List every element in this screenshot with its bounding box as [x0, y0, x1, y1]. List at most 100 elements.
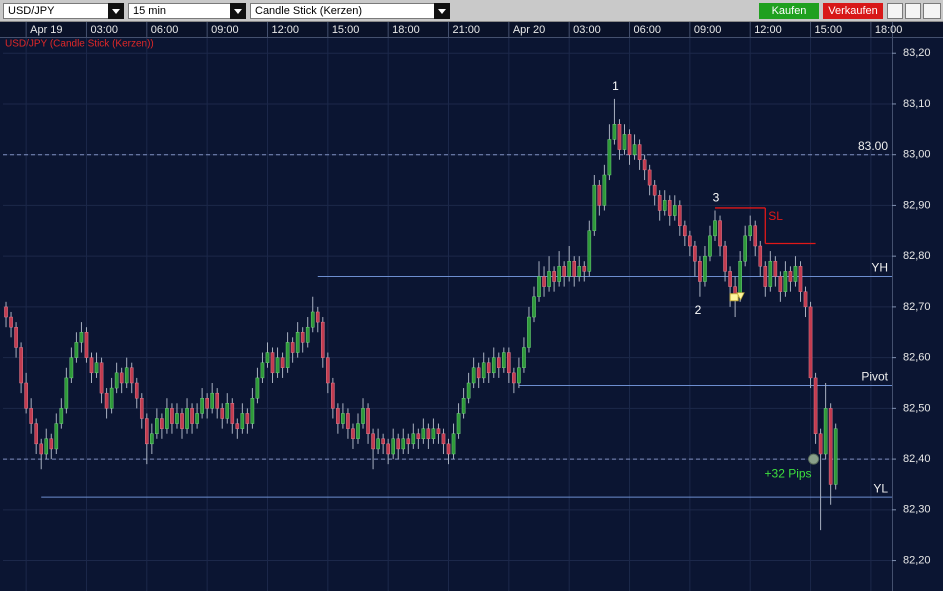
candle-body — [451, 433, 456, 455]
y-tick-label: 83,10 — [903, 98, 931, 110]
buy-button[interactable]: Kaufen — [759, 3, 819, 19]
candle-body — [155, 418, 159, 434]
candle-body — [49, 438, 54, 450]
candle-body — [170, 408, 174, 424]
draw-icon[interactable] — [905, 3, 921, 19]
candle-body — [421, 428, 426, 439]
candle-body — [688, 235, 692, 247]
candle-body — [698, 261, 702, 282]
candle-body — [9, 316, 13, 328]
candle-body — [160, 418, 164, 429]
candle-body — [34, 423, 38, 445]
dropdown-button[interactable] — [230, 3, 246, 19]
candle-body — [678, 205, 682, 226]
candle-body — [708, 235, 712, 257]
candle-body — [607, 139, 612, 176]
candle-body — [456, 413, 461, 434]
candle-body — [300, 332, 305, 343]
candle-body — [129, 367, 134, 384]
x-tick-label: 18:00 — [875, 24, 903, 36]
candle-body — [326, 357, 330, 384]
candle-body — [833, 428, 838, 485]
chart: USD/JPY (Candle Stick (Kerzen)) 82,20 82,… — [0, 22, 943, 591]
candle-body — [200, 398, 204, 414]
candle-body — [351, 428, 355, 439]
candle-body — [446, 443, 451, 455]
chart-type-select[interactable]: Candle Stick (Kerzen) — [250, 3, 435, 19]
candle-body — [366, 408, 370, 434]
level-label: Pivot — [861, 370, 888, 384]
candle-body — [235, 423, 240, 429]
candle-body — [652, 184, 657, 196]
candle-body — [124, 367, 129, 384]
candle-body — [718, 220, 722, 247]
candle-body — [552, 271, 556, 282]
candle-body — [828, 408, 833, 485]
candle-body — [617, 124, 622, 150]
candle-body — [59, 408, 64, 424]
candle-body — [74, 342, 79, 358]
candle-body — [39, 443, 44, 455]
y-tick-label: 82,50 — [903, 402, 931, 414]
entry-marker — [729, 293, 739, 302]
interval-select[interactable]: 15 min — [128, 3, 231, 19]
candle-body — [406, 438, 411, 445]
candle-body — [245, 413, 250, 424]
candle-body — [496, 357, 501, 368]
candle-body — [431, 428, 436, 439]
candle-body — [44, 438, 49, 455]
sell-button[interactable]: Verkaufen — [823, 3, 883, 19]
candle-body — [165, 408, 169, 429]
x-tick-label: 03:00 — [573, 24, 601, 36]
candle-body — [361, 408, 365, 424]
candle-body — [240, 413, 245, 429]
candle-body — [19, 347, 23, 384]
candle-body — [376, 438, 380, 450]
candle-body — [703, 255, 707, 282]
candle-body — [637, 144, 642, 160]
candle-body — [803, 291, 808, 308]
candle-body — [230, 403, 235, 424]
candle-body — [597, 184, 602, 206]
grid-icon[interactable] — [923, 3, 941, 19]
candle-body — [356, 423, 360, 439]
candle-body — [64, 377, 69, 409]
candle-body — [99, 362, 104, 394]
candle-body — [486, 362, 491, 374]
candle-body — [114, 372, 119, 389]
candle-body — [642, 159, 647, 171]
candle-body — [693, 245, 697, 262]
candle-body — [612, 124, 617, 140]
candle-body — [667, 200, 672, 216]
candle-body — [441, 433, 446, 445]
y-tick-label: 82,40 — [903, 453, 931, 465]
candle-body — [371, 433, 375, 450]
candle-body — [471, 367, 476, 384]
level-label: 83.00 — [858, 139, 888, 153]
candle-body — [753, 225, 758, 247]
symbol-select[interactable]: USD/JPY — [3, 3, 109, 19]
candle-body — [401, 438, 406, 450]
candle-body — [416, 433, 421, 439]
candle-body — [517, 367, 521, 384]
candle-body — [139, 398, 144, 419]
candle-body — [331, 382, 335, 409]
candle-body — [592, 184, 597, 231]
candle-body — [436, 428, 441, 434]
candle-body — [461, 398, 466, 414]
candle-body — [627, 134, 632, 155]
bars-icon[interactable] — [887, 3, 903, 19]
candle-body — [119, 372, 124, 384]
candle-body — [210, 392, 214, 409]
candle-body — [145, 418, 149, 445]
candle-body — [723, 245, 727, 272]
candle-body — [813, 377, 818, 434]
candle-body — [783, 271, 788, 292]
point-label: 3 — [713, 191, 720, 205]
candle-body — [622, 134, 627, 150]
candle-body — [69, 357, 74, 379]
dropdown-button[interactable] — [434, 3, 450, 19]
candle-body — [295, 332, 300, 353]
dropdown-button[interactable] — [108, 3, 124, 19]
trade-result: +32 Pips — [765, 466, 812, 480]
